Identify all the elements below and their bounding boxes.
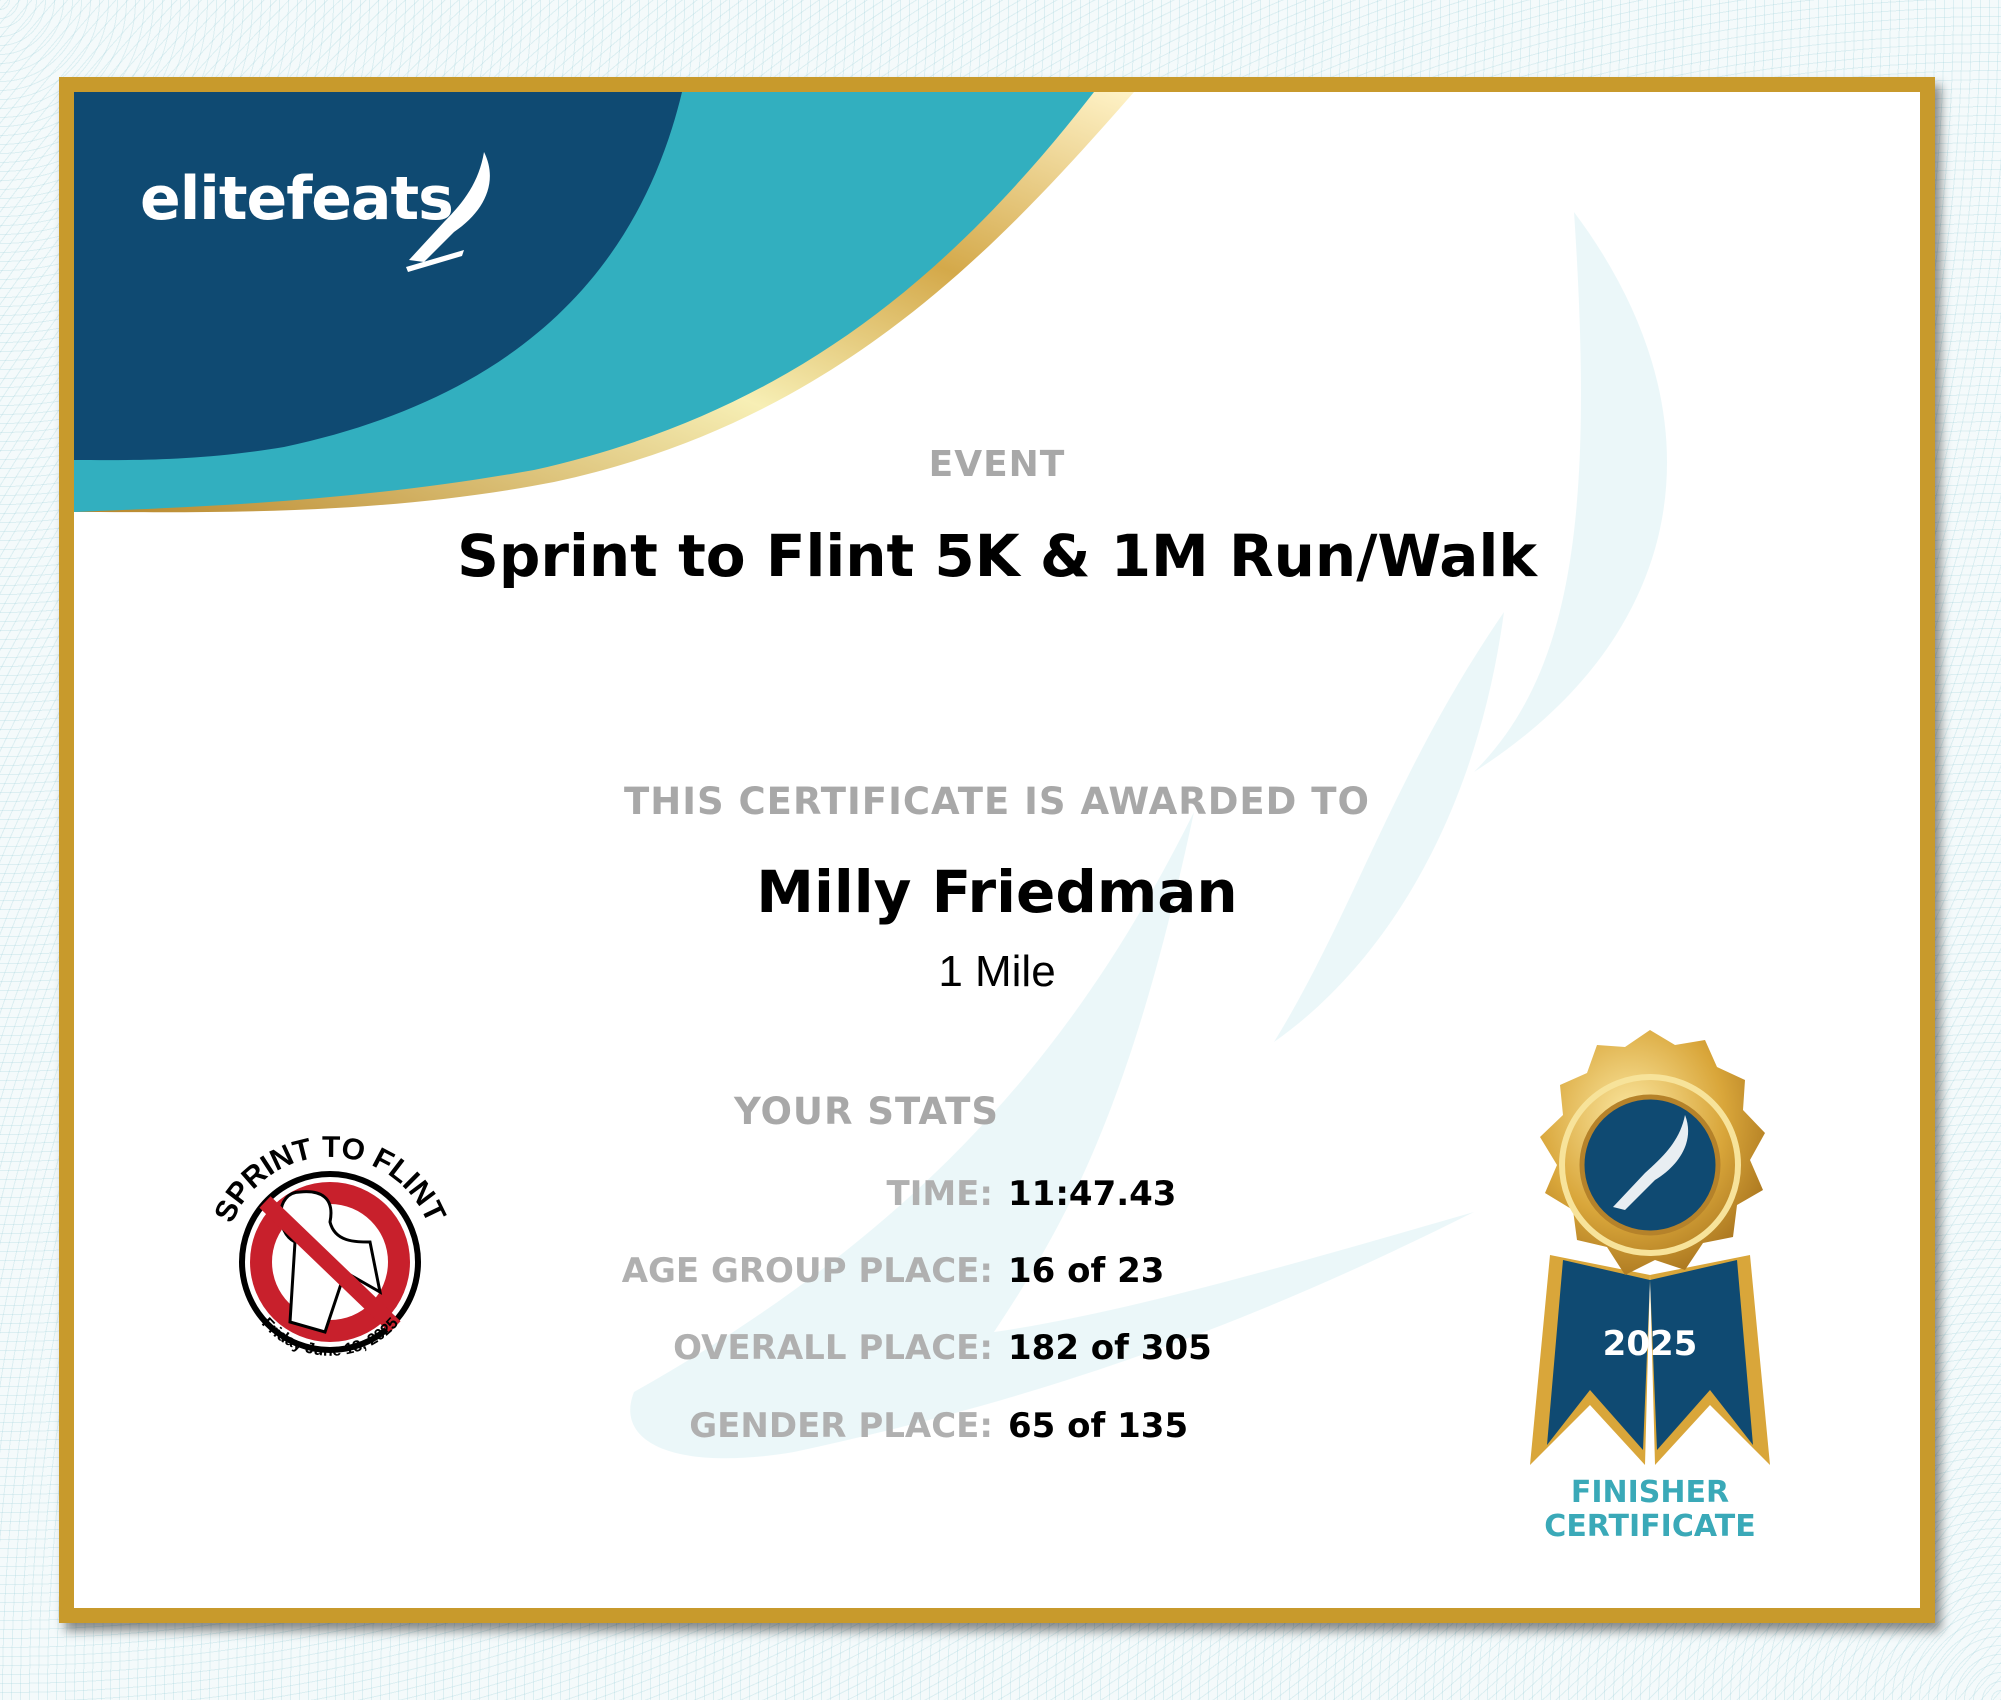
logo-text: elitefeats [140,164,454,234]
medal-year: 2025 [1603,1324,1698,1364]
header-swoosh [74,92,1134,513]
stat-value: 182 of 305 [1008,1328,1212,1368]
stat-label: GENDER PLACE: [689,1406,993,1446]
elitefeats-logo: elitefeats [140,164,454,234]
wing-watermark-icon [630,212,1668,1459]
certificate: elitefeats EVENT Sprint to Flint 5K & 1M… [59,77,1935,1623]
finisher-medal: 2025 [1530,1030,1770,1465]
awarded-label: THIS CERTIFICATE IS AWARDED TO [624,780,1370,823]
stat-value: 11:47.43 [1008,1174,1177,1214]
caption-line2: CERTIFICATE [1544,1509,1756,1544]
navy-band [74,92,682,461]
event-title: Sprint to Flint 5K & 1M Run/Walk [457,522,1537,590]
winged-foot-icon [1613,1115,1689,1210]
stat-label: AGE GROUP PLACE: [621,1251,993,1291]
recipient-name: Milly Friedman [756,858,1238,926]
stat-label: TIME: [886,1174,994,1214]
finisher-caption: FINISHER CERTIFICATE [1500,1476,1800,1544]
stat-value: 16 of 23 [1008,1251,1165,1291]
race-distance: 1 Mile [938,947,1056,996]
winged-foot-icon [406,152,490,272]
stat-value: 65 of 135 [1008,1406,1189,1446]
stat-label: OVERALL PLACE: [673,1328,993,1368]
caption-line1: FINISHER [1570,1475,1730,1510]
stats-heading: YOUR STATS [734,1090,1000,1133]
event-label: EVENT [928,444,1066,485]
sprint-to-flint-logo: SPRINT TO FLINT Friday June 13, 2025 [208,1131,452,1360]
